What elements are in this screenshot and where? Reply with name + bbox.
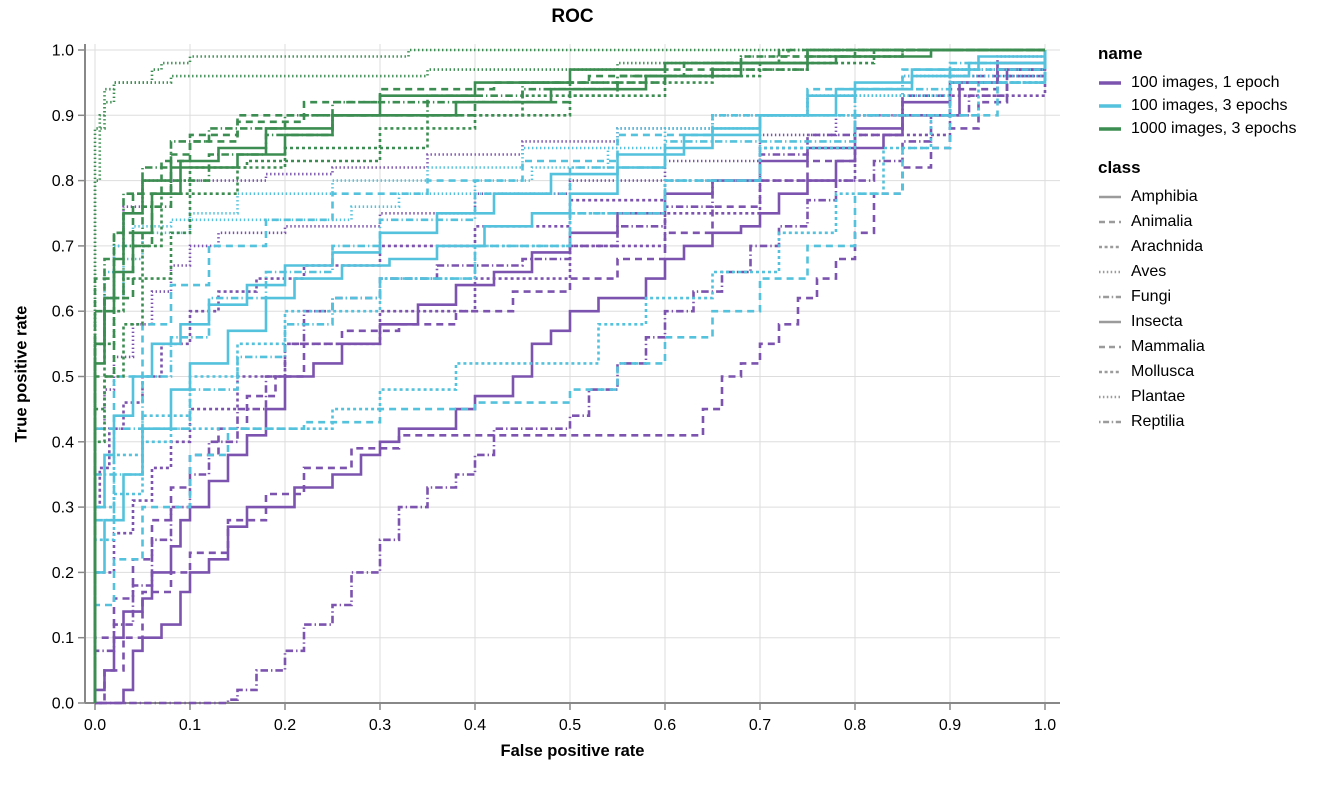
y-tick-label: 0.2 (52, 565, 74, 582)
x-axis-title: False positive rate (500, 742, 645, 760)
roc-curve (93, 48, 1045, 703)
legend-swatch-line (1099, 104, 1121, 108)
legend-label: Arachnida (1131, 238, 1204, 255)
roc-curve (95, 50, 1047, 705)
roc-curve (95, 50, 1047, 705)
roc-curve (93, 50, 1047, 703)
legend-item-class: Reptilia (1098, 413, 1334, 431)
legend-label: Mollusca (1131, 363, 1195, 380)
roc-curve (93, 48, 1045, 703)
legend-label: Aves (1131, 263, 1167, 280)
x-tick-label: 0.3 (369, 717, 391, 734)
legend-label: 1000 images, 3 epochs (1131, 120, 1297, 137)
legend-swatch-line (1099, 245, 1121, 249)
y-tick-label: 0.8 (52, 173, 74, 190)
x-tick-label: 0.0 (84, 717, 106, 734)
legend-swatch-line (1099, 127, 1121, 131)
roc-curve (95, 50, 1047, 705)
y-axis-title: True positive rate (12, 305, 31, 443)
roc-curve (93, 48, 1045, 703)
legend-swatch-line (1099, 345, 1121, 349)
roc-curve (93, 50, 1047, 703)
legend-swatch-line (1099, 370, 1121, 374)
x-tick-label: 0.5 (559, 717, 581, 734)
legend-swatch-line (1099, 395, 1121, 399)
y-tick-label: 0.5 (52, 369, 74, 386)
roc-curve (93, 48, 1045, 703)
roc-curve (93, 50, 1047, 703)
legend-class-title: class (1098, 158, 1141, 177)
legend-item-class: Insecta (1098, 313, 1334, 331)
roc-curve (93, 50, 1047, 703)
legend-name-title: name (1098, 44, 1143, 63)
gridlines (85, 44, 1060, 704)
legend-label: Mammalia (1131, 338, 1205, 355)
x-tick-label: 0.2 (274, 717, 296, 734)
roc-plot-canvas: 0.0 0.1 0.2 0.3 0.4 0.5 0.6 0.7 0.8 0.9 1.0 0.0 0.1 0… (52, 43, 1060, 734)
legend-class-items: Amphibia Animalia Arachnida Aves Fungi Insect… (1098, 188, 1334, 431)
legend-label: 100 images, 3 epochs (1131, 97, 1288, 114)
y-tick-label: 1.0 (52, 43, 74, 60)
roc-curve (93, 48, 1045, 703)
legend-item-class: Animalia (1098, 213, 1334, 231)
legend-label: Insecta (1131, 313, 1183, 330)
y-tick-label: 0.7 (52, 238, 74, 255)
x-tick-label: 0.1 (179, 717, 201, 734)
legend-swatch-line (1099, 420, 1121, 424)
x-tick-label: 0.9 (939, 717, 961, 734)
legend-item-class: Fungi (1098, 288, 1334, 306)
y-tick-label: 0.1 (52, 630, 74, 647)
legend-item-class: Plantae (1098, 388, 1334, 406)
legend-swatch-line (1099, 295, 1121, 299)
x-tick-label: 0.8 (844, 717, 866, 734)
roc-curve (93, 50, 1047, 703)
chart-title: ROC (551, 6, 594, 27)
legend-label: Animalia (1131, 213, 1193, 230)
legend-item-name: 1000 images, 3 epochs (1098, 120, 1334, 138)
roc-curve (93, 50, 1047, 703)
x-tick-label: 0.6 (654, 717, 676, 734)
legend-item-class: Mollusca (1098, 363, 1334, 381)
legend-label: Plantae (1131, 388, 1186, 405)
y-tick-label: 0.3 (52, 500, 74, 517)
x-tick-label: 0.4 (464, 717, 486, 734)
axes: 0.0 0.1 0.2 0.3 0.4 0.5 0.6 0.7 0.8 0.9 1.0 0.0 0.1 0… (52, 43, 1060, 734)
x-tick-label: 1.0 (1034, 717, 1056, 734)
legend-item-name: 100 images, 3 epochs (1098, 97, 1334, 115)
legend-item-name: 100 images, 1 epoch (1098, 74, 1334, 92)
y-tick-label: 0.9 (52, 108, 74, 125)
series-group (93, 48, 1047, 705)
legend-swatch-line (1099, 195, 1121, 199)
y-tick-label: 0.0 (52, 696, 74, 713)
legend-item-class: Amphibia (1098, 188, 1334, 206)
legend: name 100 images, 1 epoch 100 images, 3 ep… (1098, 44, 1334, 438)
legend-label: 100 images, 1 epoch (1131, 74, 1280, 91)
legend-label: Fungi (1131, 288, 1172, 305)
legend-swatch-line (1099, 220, 1121, 224)
legend-label: Amphibia (1131, 188, 1198, 205)
legend-label: Reptilia (1131, 413, 1185, 430)
y-tick-label: 0.4 (52, 434, 74, 451)
legend-item-class: Mammalia (1098, 338, 1334, 356)
legend-name-items: 100 images, 1 epoch 100 images, 3 epochs 1… (1098, 74, 1334, 138)
legend-swatch-line (1099, 81, 1121, 85)
legend-item-class: Arachnida (1098, 238, 1334, 256)
legend-item-class: Aves (1098, 263, 1334, 281)
legend-swatch-line (1099, 320, 1121, 324)
y-tick-label: 0.6 (52, 304, 74, 321)
x-tick-label: 0.7 (749, 717, 771, 734)
legend-swatch-line (1099, 270, 1121, 274)
